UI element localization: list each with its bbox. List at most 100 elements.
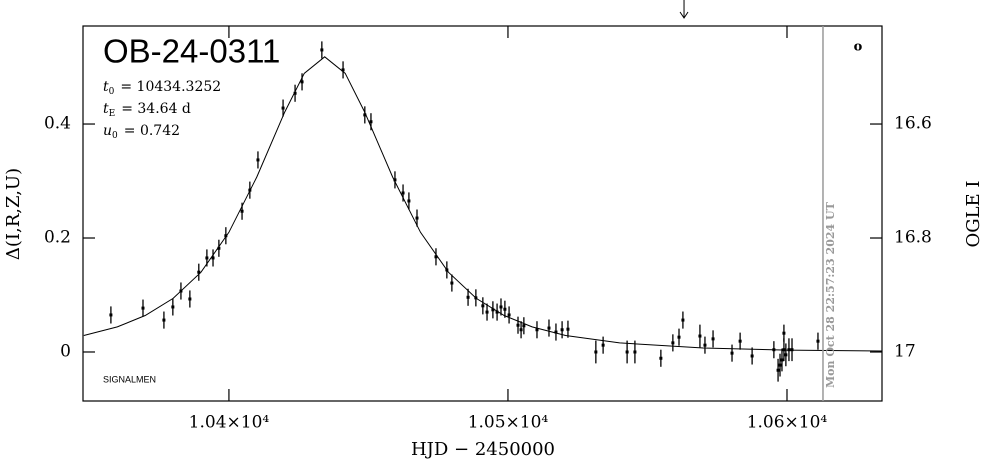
data-point [782, 348, 786, 352]
x-axis-label: HJD − 2450000 [411, 439, 555, 459]
data-point [466, 295, 470, 299]
param-subscript: 0 [112, 131, 118, 141]
data-point [197, 270, 201, 274]
data-point [320, 48, 324, 52]
data-point [407, 199, 411, 203]
data-point [171, 305, 175, 309]
plot-frame [82, 25, 883, 402]
data-point [162, 318, 166, 322]
data-point [750, 354, 754, 358]
data-point [554, 330, 558, 334]
data-point [738, 339, 742, 343]
data-point [450, 281, 454, 285]
data-point [782, 331, 786, 335]
data-point [601, 343, 605, 347]
data-point [499, 305, 503, 309]
data-point [816, 339, 820, 343]
y2-tick-label: 16.8 [894, 228, 932, 248]
data-point [491, 308, 495, 312]
data-point [485, 310, 489, 314]
data-point [369, 120, 373, 124]
chart-title: OB-24-0311 [103, 33, 280, 70]
data-point [522, 324, 526, 328]
y-tick-label: 0.2 [44, 228, 71, 248]
data-point [776, 368, 780, 372]
data-point [188, 297, 192, 301]
data-point [256, 158, 260, 162]
param-value: = 34.64 d [121, 101, 191, 117]
footnote: SIGNALMEN [103, 374, 156, 384]
data-point [507, 313, 511, 317]
fit-parameter: t0 = 10434.3252 [103, 79, 221, 97]
data-point [547, 326, 551, 330]
data-point [698, 334, 702, 338]
data-point [211, 256, 215, 260]
data-point [703, 343, 707, 347]
data-point [633, 350, 637, 354]
data-point [594, 350, 598, 354]
data-point [401, 191, 405, 195]
data-point [711, 337, 715, 341]
data-point [205, 256, 209, 260]
data-point [300, 80, 304, 84]
now-label: Mon Oct 28 22:57:23 2024 UT [824, 201, 837, 388]
data-point [217, 246, 221, 250]
x-tick-label: 1.05×10⁴ [468, 413, 549, 433]
param-symbol: t [103, 79, 109, 95]
y2-axis-label: OGLE I [963, 180, 984, 247]
data-point [787, 348, 791, 352]
param-value: = 10434.3252 [120, 79, 221, 95]
data-point [681, 318, 685, 322]
data-point [109, 313, 113, 317]
data-point [730, 351, 734, 355]
data-point [503, 307, 507, 311]
data-point [415, 216, 419, 220]
data-point [671, 341, 675, 345]
param-subscript: E [109, 109, 116, 119]
y-tick-label: 0.4 [44, 114, 71, 134]
data-point [141, 306, 145, 310]
data-point [495, 310, 499, 314]
data-point [659, 356, 663, 360]
data-point [535, 328, 539, 332]
y2-tick-label: 17 [894, 341, 916, 361]
y-tick-label: 0 [60, 341, 71, 361]
data-point [625, 350, 629, 354]
param-symbol: u [103, 123, 112, 139]
data-point [778, 363, 782, 367]
data-point [248, 188, 252, 192]
data-point [179, 289, 183, 293]
fit-parameter: u0 = 0.742 [103, 123, 180, 141]
data-point [434, 255, 438, 259]
data-point [519, 328, 523, 332]
data-point [566, 327, 570, 331]
data-point [393, 178, 397, 182]
param-value: = 0.742 [124, 123, 180, 139]
y2-tick-label: 16.6 [894, 114, 932, 134]
x-tick-label: 1.06×10⁴ [747, 413, 828, 433]
data-point [281, 106, 285, 110]
data-point [560, 328, 564, 332]
data-point [516, 323, 520, 327]
fit-parameter: tE = 34.64 d [103, 101, 191, 119]
data-point [790, 348, 794, 352]
data-point [445, 268, 449, 272]
data-point [481, 304, 485, 308]
data-point [293, 91, 297, 95]
data-point [772, 348, 776, 352]
param-subscript: 0 [109, 87, 115, 97]
event-arrow [679, 0, 689, 19]
param-symbol: t [103, 101, 109, 117]
data-point [341, 68, 345, 72]
data-point [224, 234, 228, 238]
data-point [677, 335, 681, 339]
data-point [474, 296, 478, 300]
data-point [363, 113, 367, 117]
data-point [240, 209, 244, 213]
corner-mark: o [854, 40, 863, 55]
x-tick-label: 1.04×10⁴ [189, 413, 270, 433]
data-point [784, 353, 788, 357]
y-axis-label: Δ(I,R,Z,U) [3, 168, 24, 260]
data-point [780, 358, 784, 362]
